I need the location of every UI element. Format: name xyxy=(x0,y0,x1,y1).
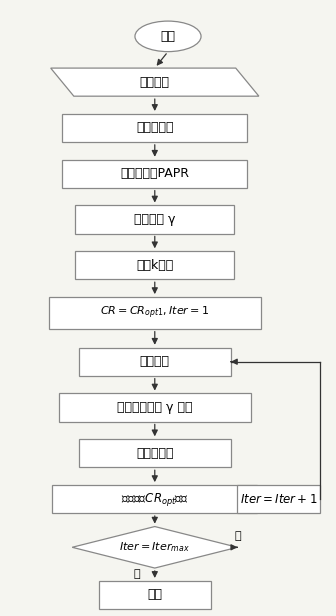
Text: 计算信号的PAPR: 计算信号的PAPR xyxy=(120,167,189,180)
Polygon shape xyxy=(51,68,259,96)
Text: 输入信号: 输入信号 xyxy=(140,76,170,89)
Bar xyxy=(62,114,247,142)
Bar xyxy=(62,160,247,188)
Bar xyxy=(238,485,320,513)
Text: 是: 是 xyxy=(133,569,140,580)
Text: 再次计算$CR_{opt}$的值: 再次计算$CR_{opt}$的值 xyxy=(121,490,189,508)
Text: 再次计算变量 γ 的值: 再次计算变量 γ 的值 xyxy=(117,401,193,414)
Text: 计算变量 γ: 计算变量 γ xyxy=(134,213,175,226)
Text: $CR = CR_{opt1}, Iter = 1$: $CR = CR_{opt1}, Iter = 1$ xyxy=(100,305,209,321)
Bar xyxy=(59,394,251,421)
Text: 限幅处理: 限幅处理 xyxy=(140,355,170,368)
Bar xyxy=(49,297,260,329)
Text: 带内外处理: 带内外处理 xyxy=(136,447,173,460)
Bar xyxy=(52,485,257,513)
Bar xyxy=(76,251,234,279)
Text: 开始: 开始 xyxy=(161,30,175,43)
Text: 否: 否 xyxy=(234,532,241,541)
Polygon shape xyxy=(72,527,238,568)
Text: $Iter = Iter+1$: $Iter = Iter+1$ xyxy=(240,493,318,506)
Bar xyxy=(98,581,211,609)
Text: 进行过采样: 进行过采样 xyxy=(136,121,173,134)
Bar xyxy=(76,206,234,233)
Text: 计算k的值: 计算k的值 xyxy=(136,259,173,272)
Text: $Iter = Iter_{max}$: $Iter = Iter_{max}$ xyxy=(119,540,190,554)
Bar xyxy=(79,347,231,376)
Ellipse shape xyxy=(135,21,201,52)
Text: 输出: 输出 xyxy=(147,588,162,601)
Bar xyxy=(79,439,231,468)
